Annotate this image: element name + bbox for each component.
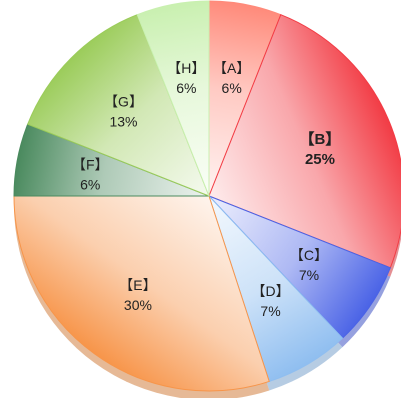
slice-label-f: 【F】 bbox=[72, 156, 109, 172]
slice-value-d: 7% bbox=[260, 303, 280, 319]
slice-label-c: 【C】 bbox=[290, 247, 328, 263]
slice-label-b: 【B】 bbox=[300, 130, 341, 148]
pie-slices bbox=[13, 0, 401, 392]
slice-value-g: 13% bbox=[109, 114, 137, 130]
slice-label-h: 【H】 bbox=[167, 60, 205, 76]
slice-value-f: 6% bbox=[80, 176, 100, 192]
slice-e bbox=[13, 195, 270, 392]
slice-label-e: 【E】 bbox=[119, 277, 156, 293]
pie-labels: 【A】 6% 【B】 25% 【C】 7% 【D】 7% 【E】 30% 【F】 6% 【G】 13% 【H… bbox=[72, 60, 340, 319]
slice-value-a: 6% bbox=[222, 80, 242, 96]
slice-b bbox=[208, 14, 401, 269]
slice-label-d: 【D】 bbox=[251, 283, 289, 299]
slice-h bbox=[136, 0, 210, 197]
slice-value-c: 7% bbox=[299, 267, 319, 283]
slice-label-a: 【A】 bbox=[213, 60, 250, 76]
slice-label-g: 【G】 bbox=[104, 94, 143, 110]
slice-g bbox=[27, 14, 210, 197]
slice-value-b: 25% bbox=[305, 151, 335, 168]
slice-value-h: 6% bbox=[176, 80, 196, 96]
slice-value-e: 30% bbox=[124, 297, 152, 313]
